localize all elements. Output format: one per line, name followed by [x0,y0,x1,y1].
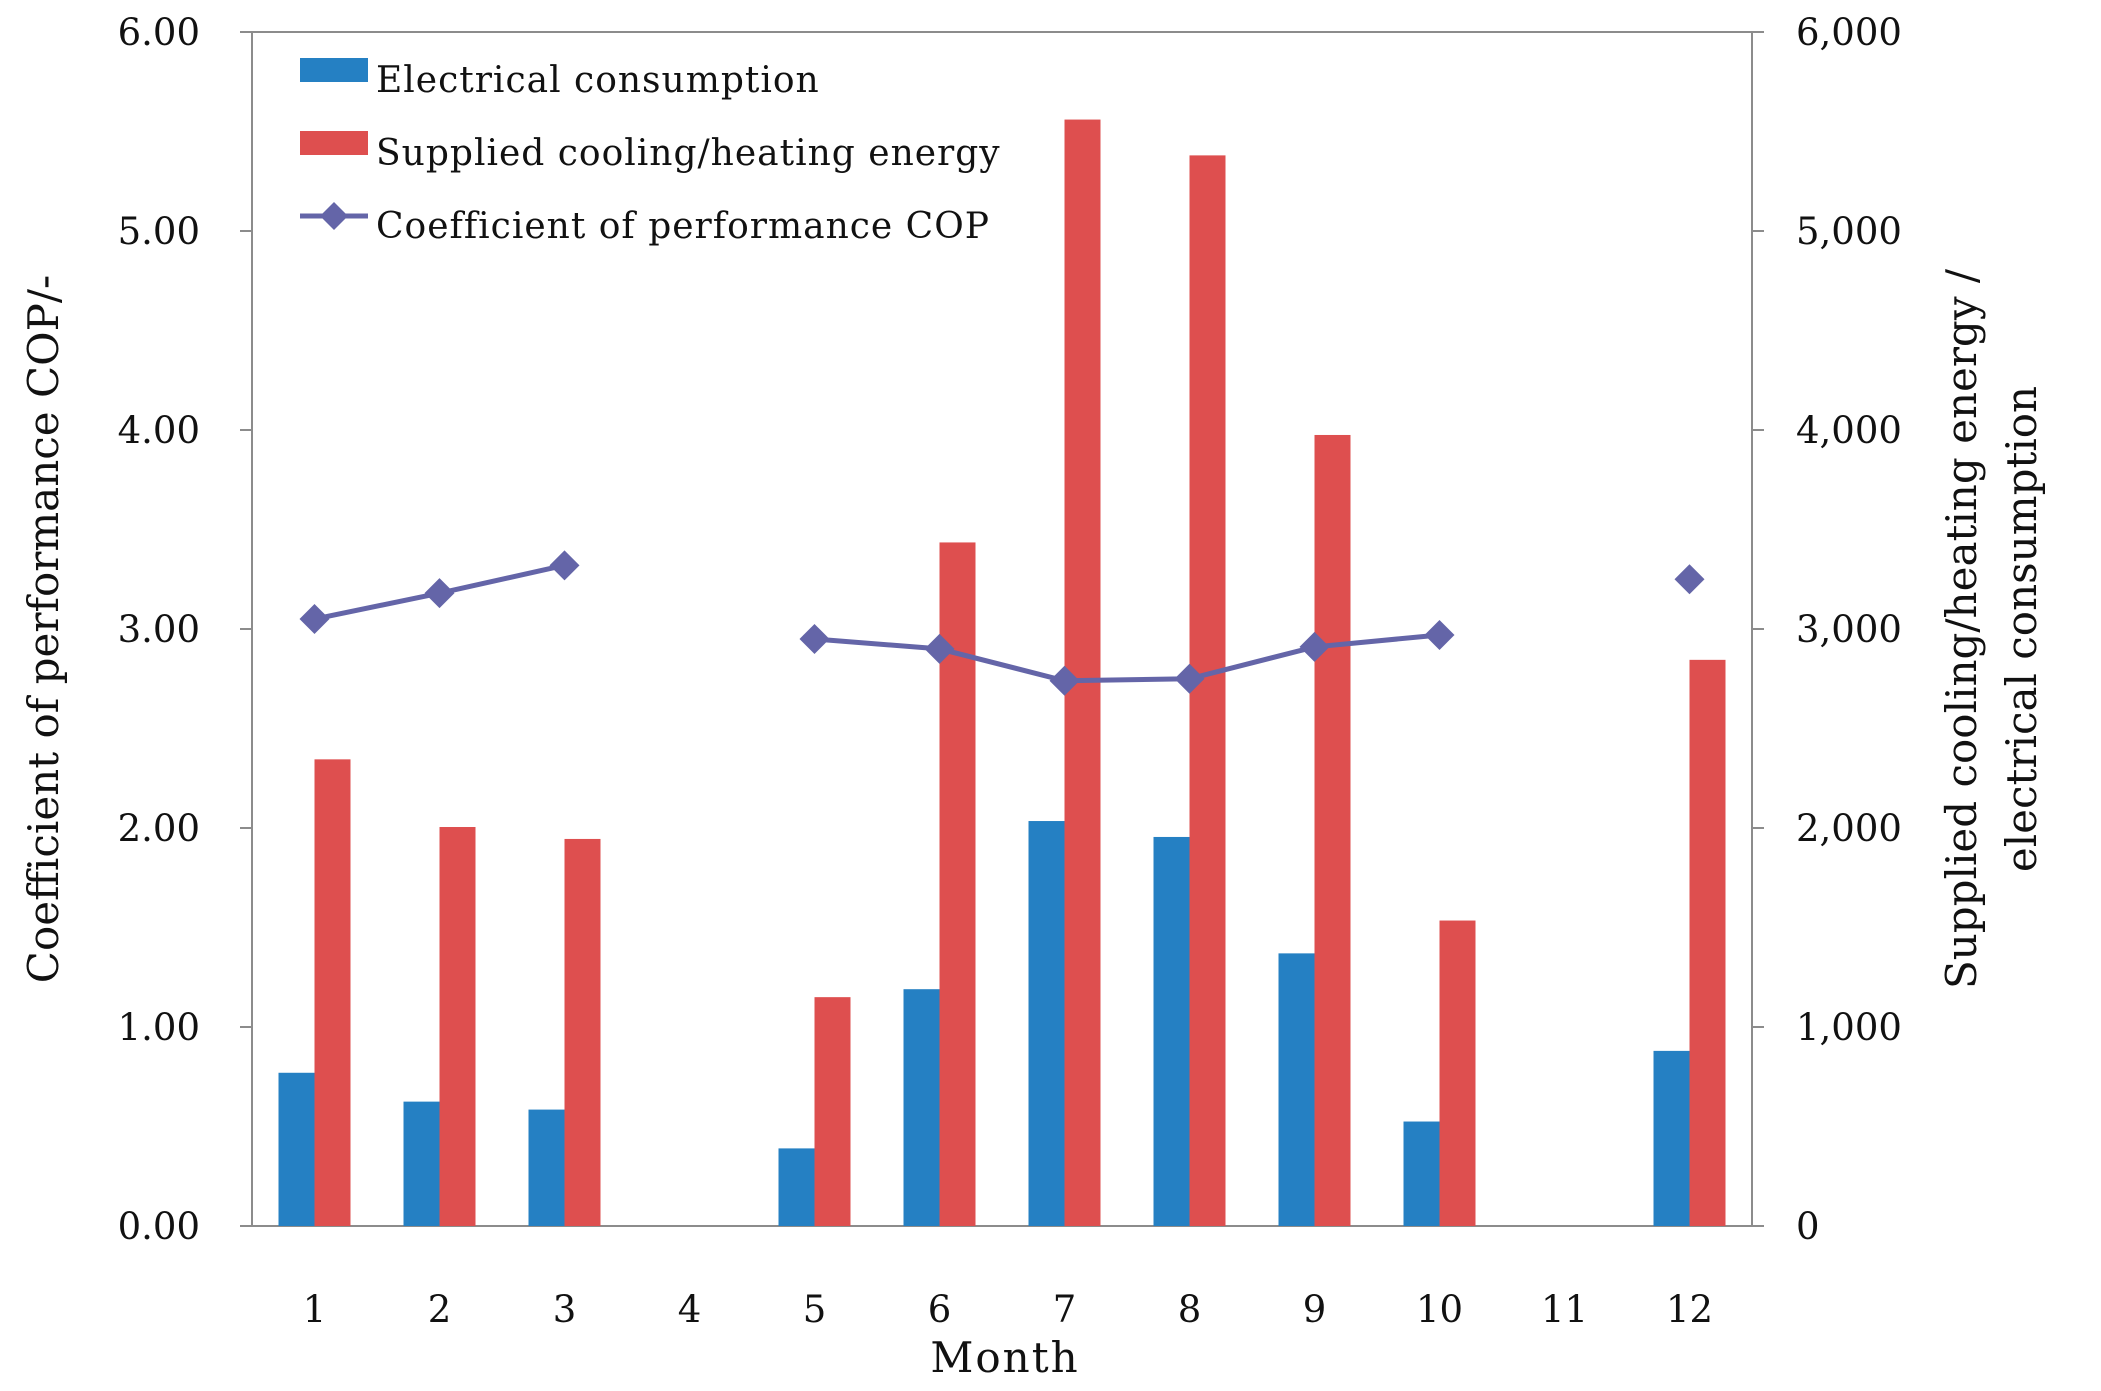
cop-point-month-7 [1049,665,1080,696]
bar-supplied-cooling-heating-energy-month-2 [439,827,476,1226]
right-axis-title-line2: electrical consumption [1997,386,2046,872]
left-axis-tick-label: 4.00 [118,409,200,452]
x-axis-tick-label: 5 [803,1288,827,1331]
right-axis-tick-label: 0 [1796,1205,1820,1248]
x-axis-tick-label: 7 [1053,1288,1077,1331]
cop-point-month-3 [549,550,580,581]
bar-electrical-consumption-month-6 [903,989,940,1226]
bar-electrical-consumption-month-8 [1153,836,1190,1226]
bar-series-group [278,119,1726,1227]
plot-area [251,31,1753,1227]
x-axis-tick-label: 11 [1541,1288,1588,1331]
legend-label-supplied-energy: Supplied cooling/heating energy [376,133,1001,174]
x-axis-tick-label: 4 [678,1288,702,1331]
right-axis-title-line1: Supplied cooling/heating energy / [1937,268,1986,989]
x-axis-tick-label: 12 [1666,1288,1713,1331]
x-axis-tick-label: 8 [1178,1288,1202,1331]
left-axis-tick-label: 2.00 [118,807,200,850]
left-axis-tick-label: 3.00 [118,608,200,651]
bar-supplied-cooling-heating-energy-month-5 [814,997,851,1226]
x-axis-tick-label: 6 [928,1288,952,1331]
left-axis-title: Coefficient of performance COP/- [19,275,68,983]
left-axis-tick-label: 1.00 [118,1006,200,1049]
line-series-group [299,550,1705,696]
bar-electrical-consumption-month-5 [778,1148,815,1226]
x-axis-tick-label: 1 [303,1288,327,1331]
cop-point-month-10 [1424,619,1455,650]
bar-electrical-consumption-month-9 [1278,953,1315,1226]
legend-label-electrical-consumption: Electrical consumption [376,60,820,101]
x-axis-title: Month [930,1333,1079,1382]
legend-swatch-supplied-energy [300,131,368,155]
bar-supplied-cooling-heating-energy-month-8 [1189,155,1226,1226]
x-axis-tick-label: 10 [1416,1288,1463,1331]
legend: Electrical consumption Supplied cooling/… [300,58,1001,247]
cop-point-month-9 [1299,631,1330,662]
bar-electrical-consumption-month-7 [1028,821,1065,1226]
cop-point-month-6 [924,633,955,664]
cop-point-month-5 [799,623,830,654]
bar-supplied-cooling-heating-energy-month-12 [1689,659,1726,1226]
x-axis-tick-label: 2 [428,1288,452,1331]
bar-electrical-consumption-month-12 [1653,1050,1690,1226]
bar-electrical-consumption-month-2 [403,1101,440,1226]
right-axis-tick-label: 2,000 [1796,807,1902,850]
right-axis-tick-label: 4,000 [1796,409,1902,452]
legend-marker-cop [320,202,348,230]
bar-supplied-cooling-heating-energy-month-9 [1314,434,1351,1227]
bar-supplied-cooling-heating-energy-month-3 [564,838,601,1226]
x-axis-tick-label: 9 [1303,1288,1327,1331]
x-axis-tick-label: 3 [553,1288,577,1331]
cop-point-month-8 [1174,663,1205,694]
axes-group: 0.00 1.00 2.00 3.00 4.00 5.00 6.00 0 1,000 2,000 3… [118,11,1902,1331]
bar-electrical-consumption-month-3 [528,1109,565,1226]
right-axis-tick-label: 6,000 [1796,11,1902,54]
cop-point-month-12 [1674,564,1705,595]
left-axis-tick-label: 5.00 [118,210,200,253]
cop-point-month-1 [299,604,330,635]
bar-electrical-consumption-month-1 [278,1072,315,1226]
bar-supplied-cooling-heating-energy-month-1 [314,759,351,1226]
cop-point-month-2 [424,578,455,609]
legend-swatch-electrical-consumption [300,58,368,82]
right-axis-tick-label: 3,000 [1796,608,1902,651]
cop-line-segment [814,632,1440,684]
left-axis-tick-label: 6.00 [118,11,200,54]
legend-label-cop: Coefficient of performance COP [376,206,990,247]
bar-electrical-consumption-month-10 [1403,1121,1440,1226]
plot-border [251,31,1753,1227]
right-axis-tick-label: 5,000 [1796,210,1902,253]
right-axis-tick-label: 1,000 [1796,1006,1902,1049]
left-axis-tick-label: 0.00 [118,1205,200,1248]
bar-supplied-cooling-heating-energy-month-10 [1439,920,1476,1226]
